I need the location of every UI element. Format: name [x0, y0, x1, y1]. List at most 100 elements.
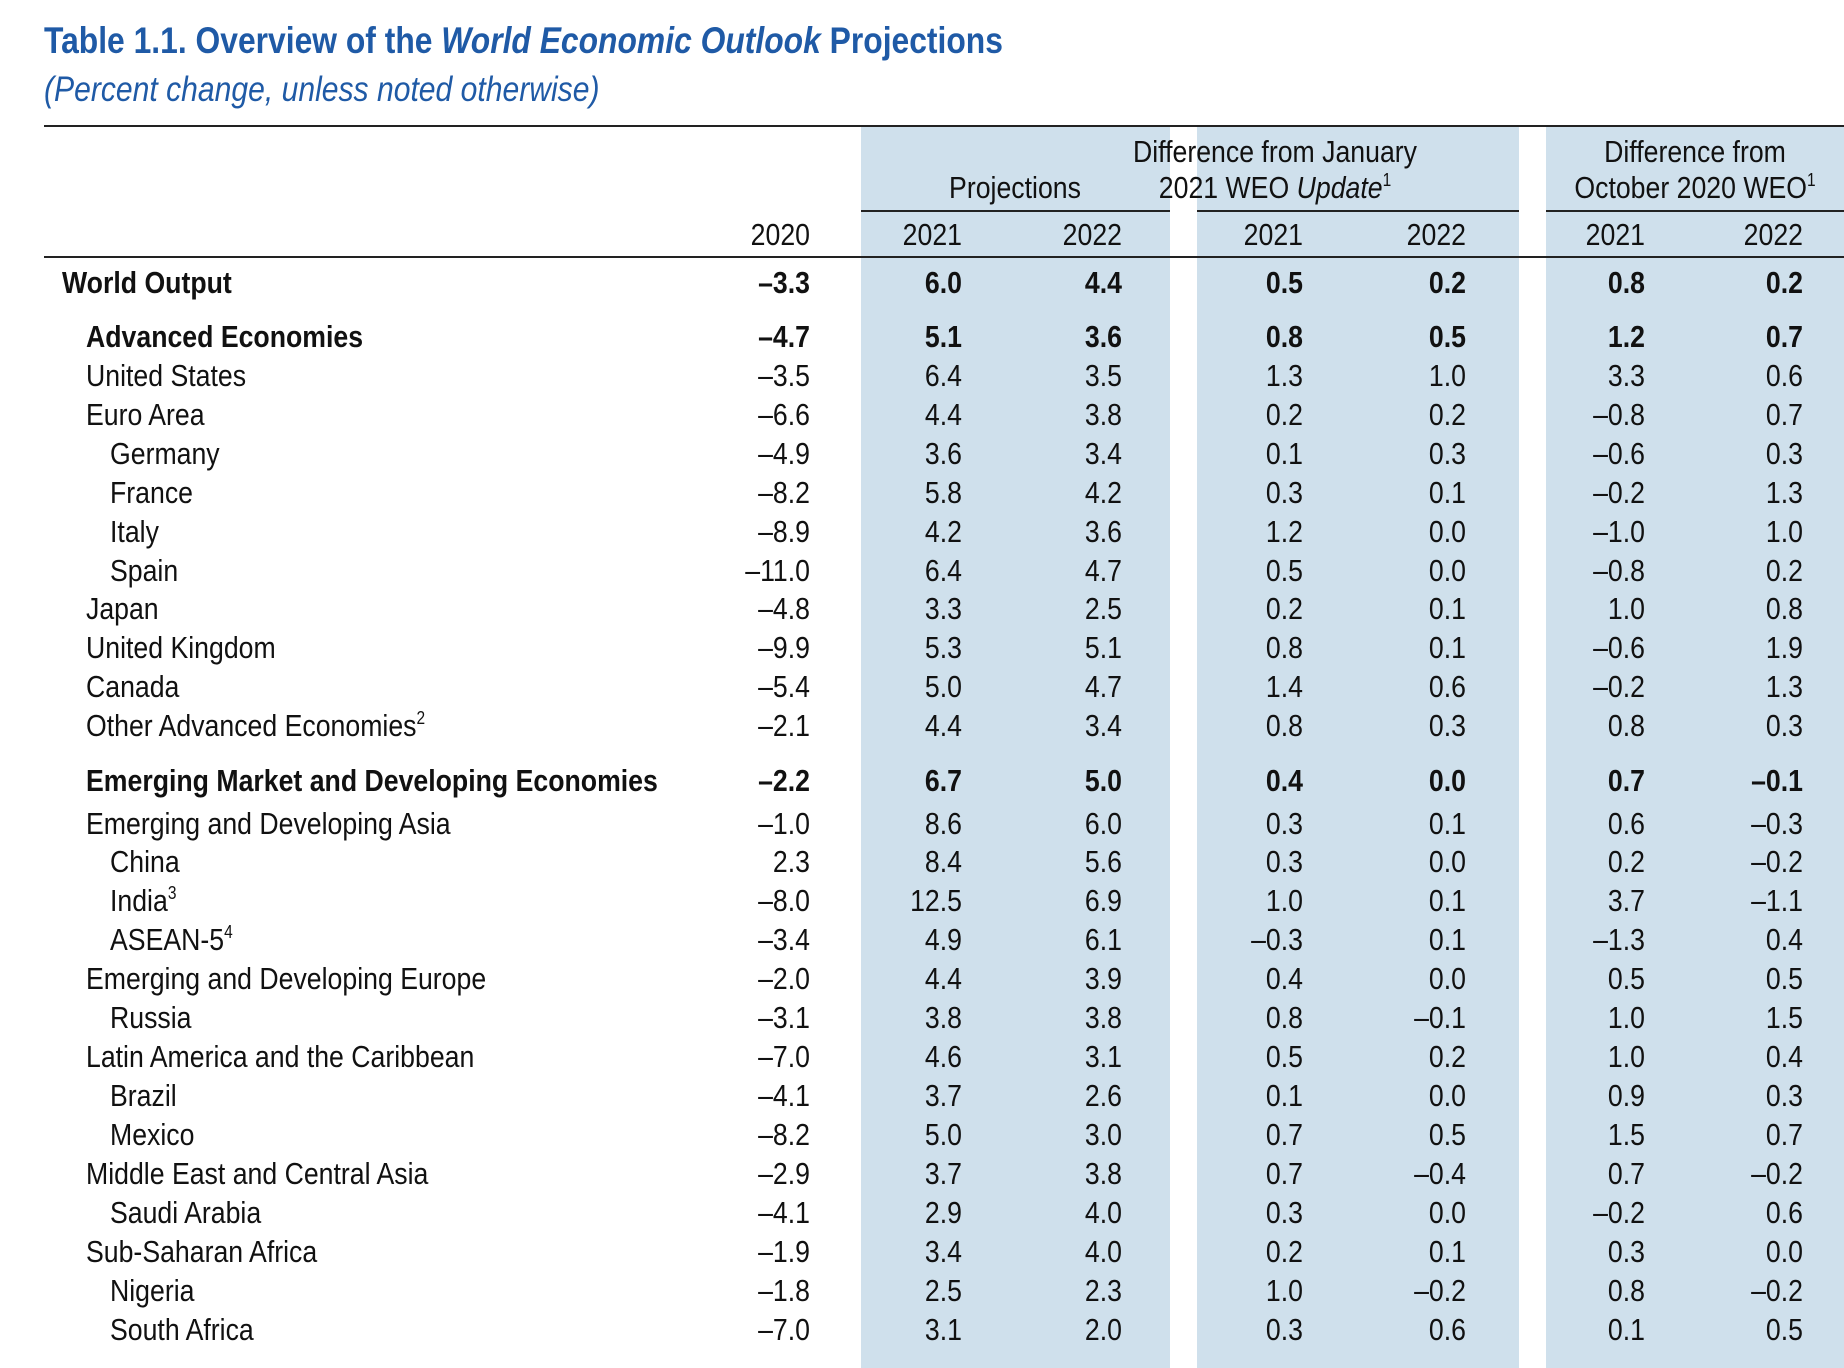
table-cell: –1.9 [758, 1234, 810, 1269]
table-cell: 0.3 [1265, 1195, 1303, 1230]
table-cell: 1.0 [1607, 591, 1645, 626]
table-cell: 0.6 [1765, 358, 1803, 393]
table-cell: 0.5 [1428, 319, 1466, 354]
table-cell: 1.5 [1607, 1117, 1645, 1152]
table-cell: 0.7 [1265, 1156, 1303, 1191]
table-cell: –0.8 [1593, 397, 1645, 432]
table-cell: 0.5 [1765, 1312, 1803, 1347]
table-cell: 2.3 [772, 844, 810, 879]
table-cell: 4.2 [924, 514, 962, 549]
year-header: 2021 [1585, 217, 1645, 252]
row-label: France [110, 475, 193, 510]
header-diff-january-line1: Difference from January [1132, 134, 1418, 169]
table-cell: 1.3 [1765, 475, 1803, 510]
group-rule [861, 210, 1170, 212]
table-cell: –0.2 [1593, 475, 1645, 510]
table-cell: 0.0 [1428, 1195, 1466, 1230]
table-cell: 3.8 [1084, 1000, 1122, 1035]
table-cell: 0.6 [1765, 1195, 1803, 1230]
table-cell: 4.7 [1084, 553, 1122, 588]
table-cell: 0.3 [1607, 1234, 1645, 1269]
group-rule [1197, 210, 1519, 212]
table-cell: 1.2 [1607, 319, 1645, 354]
table-cell: 1.3 [1265, 358, 1303, 393]
table-cell: 0.1 [1428, 475, 1466, 510]
table-cell: 3.7 [1607, 883, 1645, 918]
table-cell: 2.9 [924, 1195, 962, 1230]
table-cell: 0.1 [1428, 806, 1466, 841]
table-cell: –8.2 [758, 475, 810, 510]
row-label: Spain [110, 553, 179, 588]
table-cell: 2.0 [1084, 1312, 1122, 1347]
table-cell: 0.0 [1428, 844, 1466, 879]
row-label: ASEAN-54 [110, 922, 233, 957]
header-rule [44, 256, 1844, 258]
row-label: Emerging and Developing Asia [86, 806, 451, 841]
table-cell: –0.2 [1593, 669, 1645, 704]
table-cell: 8.4 [924, 844, 962, 879]
table-cell: 4.9 [924, 922, 962, 957]
table-cell: 0.2 [1428, 397, 1466, 432]
table-cell: –0.1 [1751, 763, 1803, 798]
table-cell: 4.6 [924, 1039, 962, 1074]
table-cell: –2.2 [758, 763, 810, 798]
table-cell: 6.0 [924, 265, 962, 300]
table-cell: 3.0 [1084, 1117, 1122, 1152]
table-cell: –3.4 [758, 922, 810, 957]
column-band [1197, 125, 1519, 1368]
column-band [1546, 125, 1844, 1368]
top-rule [44, 125, 1844, 127]
table-cell: 0.2 [1765, 553, 1803, 588]
row-label: Mexico [110, 1117, 195, 1152]
table-cell: 0.0 [1765, 1234, 1803, 1269]
table-cell: 5.1 [924, 319, 962, 354]
table-cell: –0.2 [1751, 1156, 1803, 1191]
column-band [861, 125, 1170, 1368]
table-cell: 5.0 [1084, 763, 1122, 798]
table-cell: 4.7 [1084, 669, 1122, 704]
table-cell: 4.2 [1084, 475, 1122, 510]
table-cell: –3.1 [758, 1000, 810, 1035]
table-cell: 0.4 [1265, 763, 1303, 798]
row-label: India3 [110, 883, 177, 918]
table-cell: 0.8 [1265, 708, 1303, 743]
table-cell: 0.8 [1607, 1273, 1645, 1308]
table-cell: 6.4 [924, 358, 962, 393]
table-cell: 0.2 [1265, 397, 1303, 432]
table-cell: 4.4 [924, 708, 962, 743]
table-cell: 2.5 [1084, 591, 1122, 626]
table-cell: 3.6 [1084, 319, 1122, 354]
table-cell: 0.1 [1265, 436, 1303, 471]
table-cell: 5.6 [1084, 844, 1122, 879]
table-cell: 4.0 [1084, 1195, 1122, 1230]
table-cell: 2.6 [1084, 1078, 1122, 1113]
table-cell: 1.0 [1607, 1039, 1645, 1074]
table-cell: –0.3 [1251, 922, 1303, 957]
table-cell: 3.3 [924, 591, 962, 626]
table-cell: 3.1 [1084, 1039, 1122, 1074]
year-header: 2021 [902, 217, 962, 252]
row-label: Sub-Saharan Africa [86, 1234, 318, 1269]
table-cell: –1.0 [1593, 514, 1645, 549]
row-label: Other Advanced Economies2 [86, 708, 426, 743]
table-cell: 3.1 [924, 1312, 962, 1347]
row-label: Emerging Market and Developing Economies [86, 763, 658, 798]
year-header: 2022 [1406, 217, 1466, 252]
table-cell: 12.5 [910, 883, 962, 918]
table-cell: 1.0 [1607, 1000, 1645, 1035]
table-cell: –0.4 [1414, 1156, 1466, 1191]
table-cell: 3.7 [924, 1156, 962, 1191]
table-cell: 8.6 [924, 806, 962, 841]
table-cell: 0.0 [1428, 553, 1466, 588]
table-cell: 0.3 [1265, 1312, 1303, 1347]
row-label: Brazil [110, 1078, 177, 1113]
table-cell: –4.7 [758, 319, 810, 354]
table-cell: 3.8 [1084, 397, 1122, 432]
table-cell: 0.3 [1265, 844, 1303, 879]
table-cell: 0.2 [1265, 591, 1303, 626]
table-cell: 1.3 [1765, 669, 1803, 704]
table-cell: –1.0 [758, 806, 810, 841]
table-cell: 0.5 [1265, 1039, 1303, 1074]
table-cell: 2.3 [1084, 1273, 1122, 1308]
table-cell: 1.0 [1428, 358, 1466, 393]
